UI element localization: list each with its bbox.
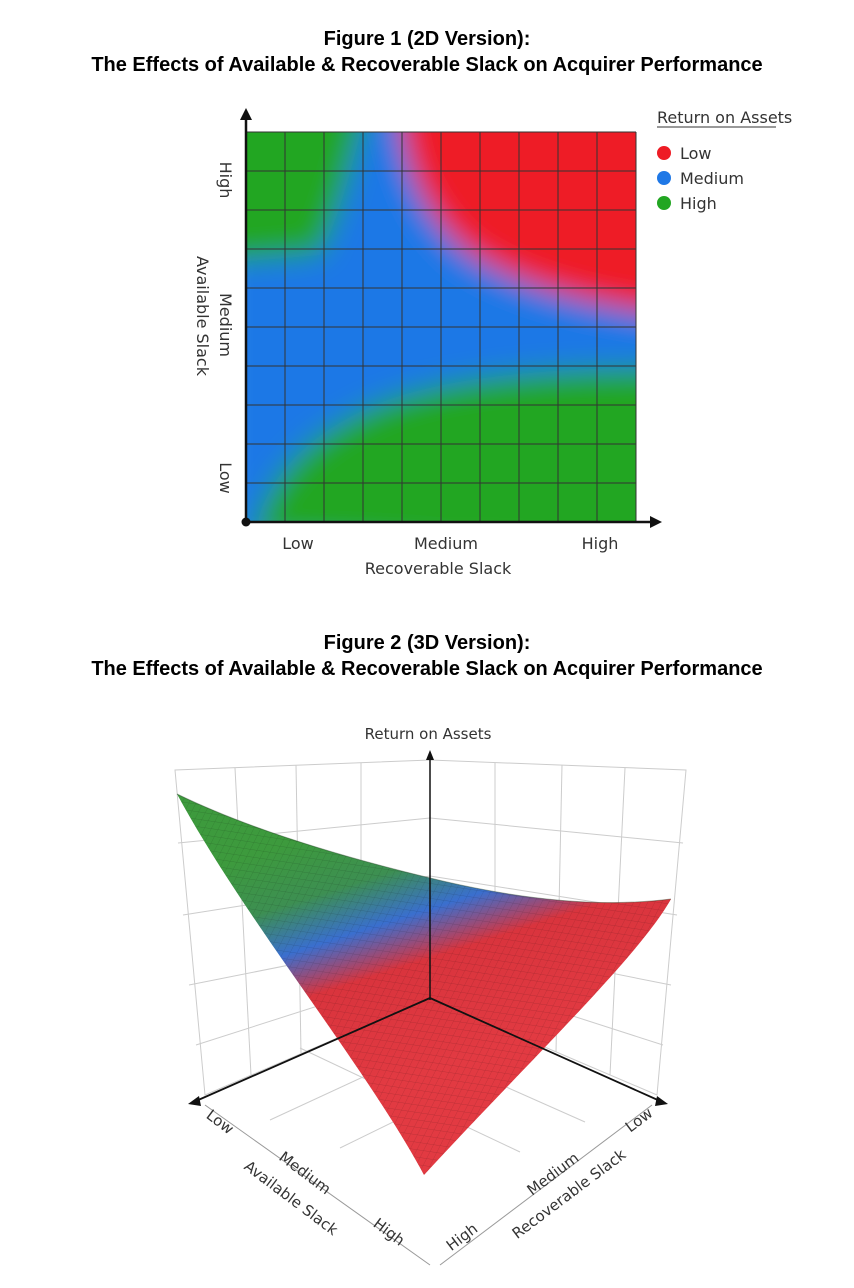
left-tick-low: Low	[203, 1106, 237, 1138]
figure1-title-line2: The Effects of Available & Recoverable S…	[91, 54, 763, 76]
figure1-title-line1: Figure 1 (2D Version):	[323, 28, 531, 50]
axis-right	[429, 997, 668, 1106]
x-tick-high: High	[582, 534, 619, 553]
heatmap-region-high-top-left	[246, 132, 361, 262]
legend-swatch-high	[657, 196, 671, 210]
surface	[176, 793, 672, 1175]
z-axis	[426, 750, 434, 1000]
y-axis	[240, 108, 252, 522]
legend-label-low: Low	[680, 144, 712, 163]
surface-chart: Return on Assets Low Medium High Availab…	[174, 725, 687, 1266]
figure2-title-line2: The Effects of Available & Recoverable S…	[91, 658, 763, 680]
x-tick-medium: Medium	[414, 534, 478, 553]
figure2-title-line1: Figure 2 (3D Version):	[323, 632, 531, 654]
x-axis	[246, 516, 662, 528]
x-tick-low: Low	[282, 534, 314, 553]
left-tick-high: High	[370, 1214, 408, 1249]
floor-frame	[204, 1104, 653, 1266]
x-axis-label: Recoverable Slack	[365, 559, 512, 578]
right-tick-high: High	[443, 1219, 481, 1254]
z-axis-label: Return on Assets	[365, 725, 492, 743]
figure1-title: Figure 1 (2D Version): The Effects of Av…	[0, 26, 854, 78]
legend: Return on Assets Low Medium High	[657, 108, 792, 213]
y-axis-label: Available Slack	[193, 256, 212, 377]
legend-label-medium: Medium	[680, 169, 744, 188]
y-tick-high: High	[216, 162, 235, 199]
legend-swatch-low	[657, 146, 671, 160]
y-tick-medium: Medium	[216, 293, 235, 357]
legend-swatch-medium	[657, 171, 671, 185]
figure2-title: Figure 2 (3D Version): The Effects of Av…	[0, 630, 854, 682]
right-tick-low: Low	[622, 1104, 656, 1136]
y-tick-low: Low	[216, 462, 235, 494]
heatmap-grid	[246, 131, 637, 522]
legend-label-high: High	[680, 194, 717, 213]
axis-left	[188, 997, 431, 1106]
heatmap-chart: Low Medium High Recoverable Slack Low Me…	[193, 108, 792, 578]
origin-dot	[241, 517, 251, 527]
legend-title: Return on Assets	[657, 108, 792, 127]
heatmap-field	[246, 132, 636, 522]
